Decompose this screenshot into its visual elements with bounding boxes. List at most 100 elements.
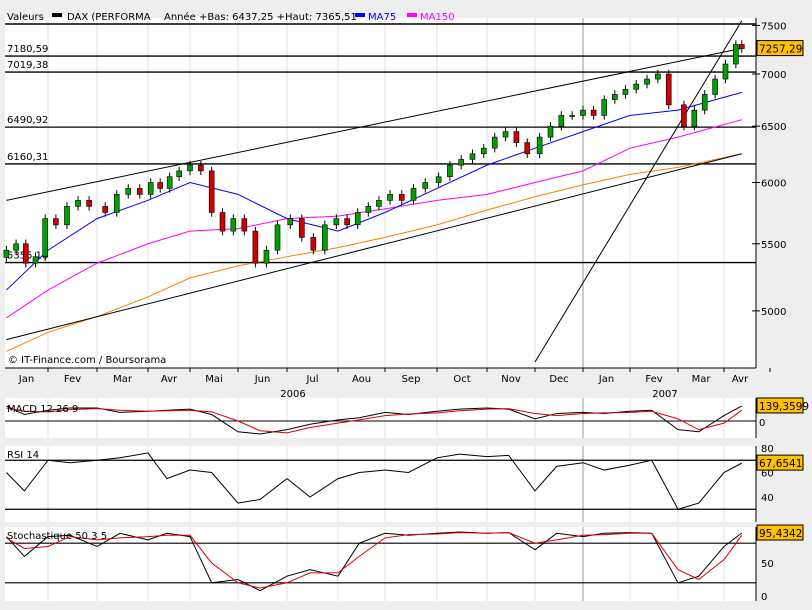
candle: [435, 176, 442, 183]
macd-line: [6, 405, 743, 435]
stoch-last-value-box: [756, 524, 804, 541]
candle: [344, 218, 350, 226]
stoch-d-line: [6, 532, 743, 589]
candle: [86, 200, 92, 207]
y-tick-label: 7000: [761, 70, 786, 81]
candle: [665, 73, 672, 106]
y-tick-label: 7500: [761, 21, 786, 32]
candle: [398, 194, 405, 201]
macd-last-value: 139,3599: [759, 401, 809, 413]
price-last-value: 7257,29: [759, 44, 802, 56]
rsi-line: [6, 452, 743, 510]
price-panel: [5, 18, 756, 368]
level-label: 6490,92: [7, 115, 48, 126]
candle: [580, 109, 586, 116]
macd-title: MACD 12 26 9: [7, 404, 78, 415]
price-last-value-box: [756, 40, 804, 57]
legend-range: Année +Bas: 6437,25 +Haut: 7365,51: [164, 11, 357, 23]
candle: [23, 243, 29, 264]
candle: [622, 88, 629, 95]
month-label: Sep: [402, 374, 421, 385]
rsi-panel: [5, 446, 756, 522]
year-label: 2006: [280, 389, 305, 400]
candle: [13, 243, 19, 251]
candle: [513, 131, 520, 143]
macd-panel: [5, 398, 756, 438]
candle: [299, 218, 305, 238]
candle: [601, 99, 608, 116]
legend-series-name: DAX (PERFORMA: [67, 12, 151, 23]
stoch-last-value: 95,4342: [759, 528, 802, 540]
level-label: 7019,38: [7, 60, 48, 71]
month-label: Mar: [692, 374, 712, 385]
candle: [252, 230, 259, 264]
candle: [166, 176, 173, 189]
candle: [176, 170, 182, 177]
candle: [612, 94, 618, 100]
month-label: Avr: [161, 374, 178, 385]
candle: [458, 159, 464, 166]
candle: [447, 164, 453, 177]
y-tick-label: 5500: [761, 240, 786, 251]
year-label: 2007: [652, 389, 677, 400]
candle: [691, 109, 698, 127]
candle: [274, 224, 281, 251]
month-label: Avr: [732, 374, 749, 385]
y-tick-label: 5000: [761, 307, 786, 318]
macd-tick-label: 0: [759, 418, 765, 429]
candle: [157, 182, 163, 189]
candle: [263, 249, 270, 264]
candle: [733, 44, 739, 65]
candle: [75, 200, 81, 207]
candle: [198, 164, 204, 172]
stoch-title: Stochastique 50 3 5: [7, 531, 107, 542]
candle: [524, 142, 531, 155]
stoch-panel: [5, 527, 756, 601]
candle: [64, 206, 70, 226]
ma-long-line: [6, 153, 742, 352]
candle: [536, 136, 543, 155]
rsi-tick-label: 40: [761, 493, 774, 504]
month-label: Mar: [113, 374, 133, 385]
ma150-swatch: [407, 13, 417, 17]
candle: [333, 218, 340, 226]
candle: [681, 104, 687, 127]
candle: [102, 206, 109, 213]
ma150-line: [6, 119, 742, 319]
series-swatch: [52, 13, 62, 17]
month-label: Jun: [254, 374, 271, 385]
macd-signal-line: [6, 407, 743, 434]
candle: [241, 218, 248, 232]
month-label: Jul: [305, 374, 318, 385]
candle: [480, 147, 487, 155]
rsi-last-value-box: [756, 454, 804, 471]
candle: [365, 206, 372, 213]
rsi-title: RSI 14: [7, 450, 39, 461]
candle: [633, 83, 639, 90]
month-label: Aou: [352, 374, 371, 385]
candle: [590, 109, 597, 116]
candle: [387, 194, 393, 201]
candle: [3, 249, 10, 258]
ma75-line: [6, 91, 742, 291]
credit: © IT-Finance.com / Boursorama: [8, 355, 166, 366]
macd-last-value-box: [756, 397, 804, 414]
level-label: 7180,59: [7, 44, 48, 55]
month-label: Dec: [549, 374, 568, 385]
candle: [208, 170, 215, 213]
candle: [569, 115, 575, 117]
candle: [655, 73, 661, 80]
candle: [230, 218, 237, 232]
stoch-k-line: [6, 531, 743, 592]
y-tick-label: 6500: [761, 122, 786, 133]
candle: [376, 200, 382, 207]
stoch-tick-label: 50: [761, 559, 774, 570]
legend-ma150: MA150: [420, 12, 455, 23]
candle: [558, 115, 565, 127]
trendline: [6, 153, 742, 341]
candle: [701, 94, 708, 111]
month-label: Fev: [64, 374, 81, 385]
ma75-swatch: [355, 13, 365, 17]
